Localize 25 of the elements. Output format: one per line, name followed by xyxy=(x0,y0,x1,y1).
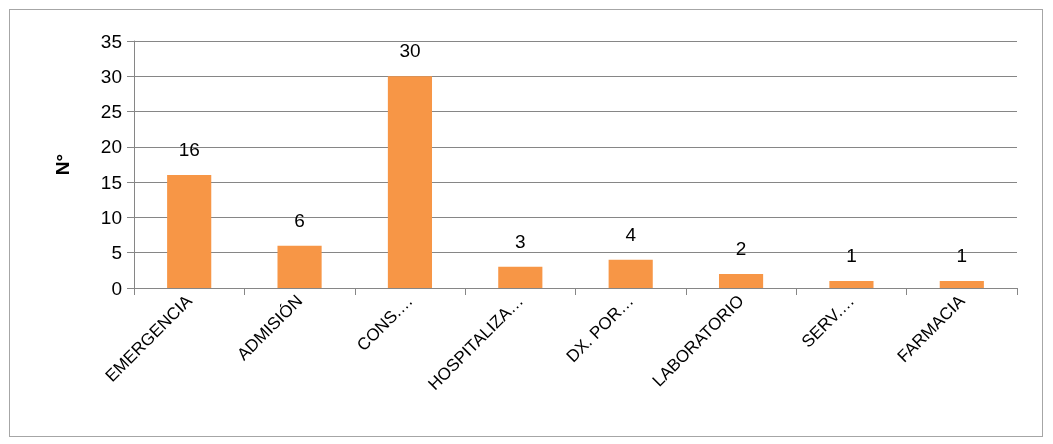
y-tick-label: 20 xyxy=(100,136,122,158)
bar xyxy=(608,259,653,288)
y-tick-label: 35 xyxy=(100,30,122,52)
data-label: 6 xyxy=(294,209,305,231)
data-label: 1 xyxy=(956,244,968,266)
y-axis-title: N° xyxy=(52,153,73,176)
data-label: 2 xyxy=(735,237,747,259)
y-tick-label: 25 xyxy=(100,101,122,123)
data-label: 3 xyxy=(515,230,526,252)
y-tick-label: 15 xyxy=(100,171,122,193)
data-label: 30 xyxy=(399,40,421,62)
y-tick-label: 10 xyxy=(100,206,122,228)
data-label: 4 xyxy=(625,223,637,245)
bar xyxy=(498,266,543,288)
data-label: 16 xyxy=(178,139,200,161)
bar xyxy=(387,76,433,288)
bar xyxy=(167,175,212,288)
bar xyxy=(718,273,764,288)
bar xyxy=(277,245,322,288)
bar xyxy=(939,280,984,288)
bar xyxy=(829,280,874,288)
y-tick-label: 5 xyxy=(111,242,122,264)
data-label: 1 xyxy=(846,244,857,266)
y-tick-label: 30 xyxy=(100,65,122,87)
y-tick-label: 0 xyxy=(111,277,122,299)
